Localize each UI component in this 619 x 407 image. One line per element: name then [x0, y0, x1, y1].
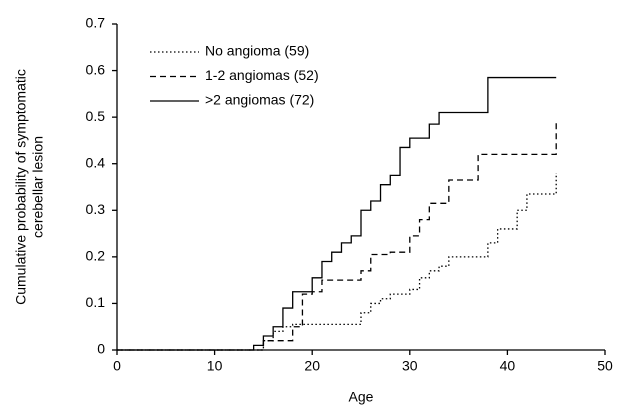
- x-tick-label: 10: [207, 358, 223, 374]
- y-tick-label: 0.2: [86, 248, 106, 264]
- y-tick-label: 0.4: [86, 154, 106, 170]
- y-axis-label: Cumulative probability of symptomatic: [13, 69, 29, 305]
- y-axis-label: cerebellar lesion: [30, 136, 46, 238]
- series-line: [117, 173, 557, 351]
- legend-label: 1-2 angiomas (52): [205, 67, 319, 83]
- y-tick-label: 0.1: [86, 294, 106, 310]
- y-tick-label: 0.7: [86, 15, 106, 31]
- y-tick-label: 0: [97, 341, 105, 357]
- series-line: [117, 76, 557, 351]
- legend-label: >2 angiomas (72): [205, 92, 314, 108]
- x-axis-label: Age: [349, 389, 374, 405]
- y-tick-label: 0.5: [86, 108, 106, 124]
- x-tick-label: 0: [113, 358, 121, 374]
- x-tick-label: 20: [304, 358, 320, 374]
- series-line: [117, 119, 557, 351]
- x-tick-label: 40: [500, 358, 516, 374]
- y-tick-label: 0.6: [86, 61, 106, 77]
- x-tick-label: 30: [402, 358, 418, 374]
- x-tick-label: 50: [597, 358, 613, 374]
- y-tick-label: 0.3: [86, 201, 106, 217]
- legend-label: No angioma (59): [205, 43, 309, 59]
